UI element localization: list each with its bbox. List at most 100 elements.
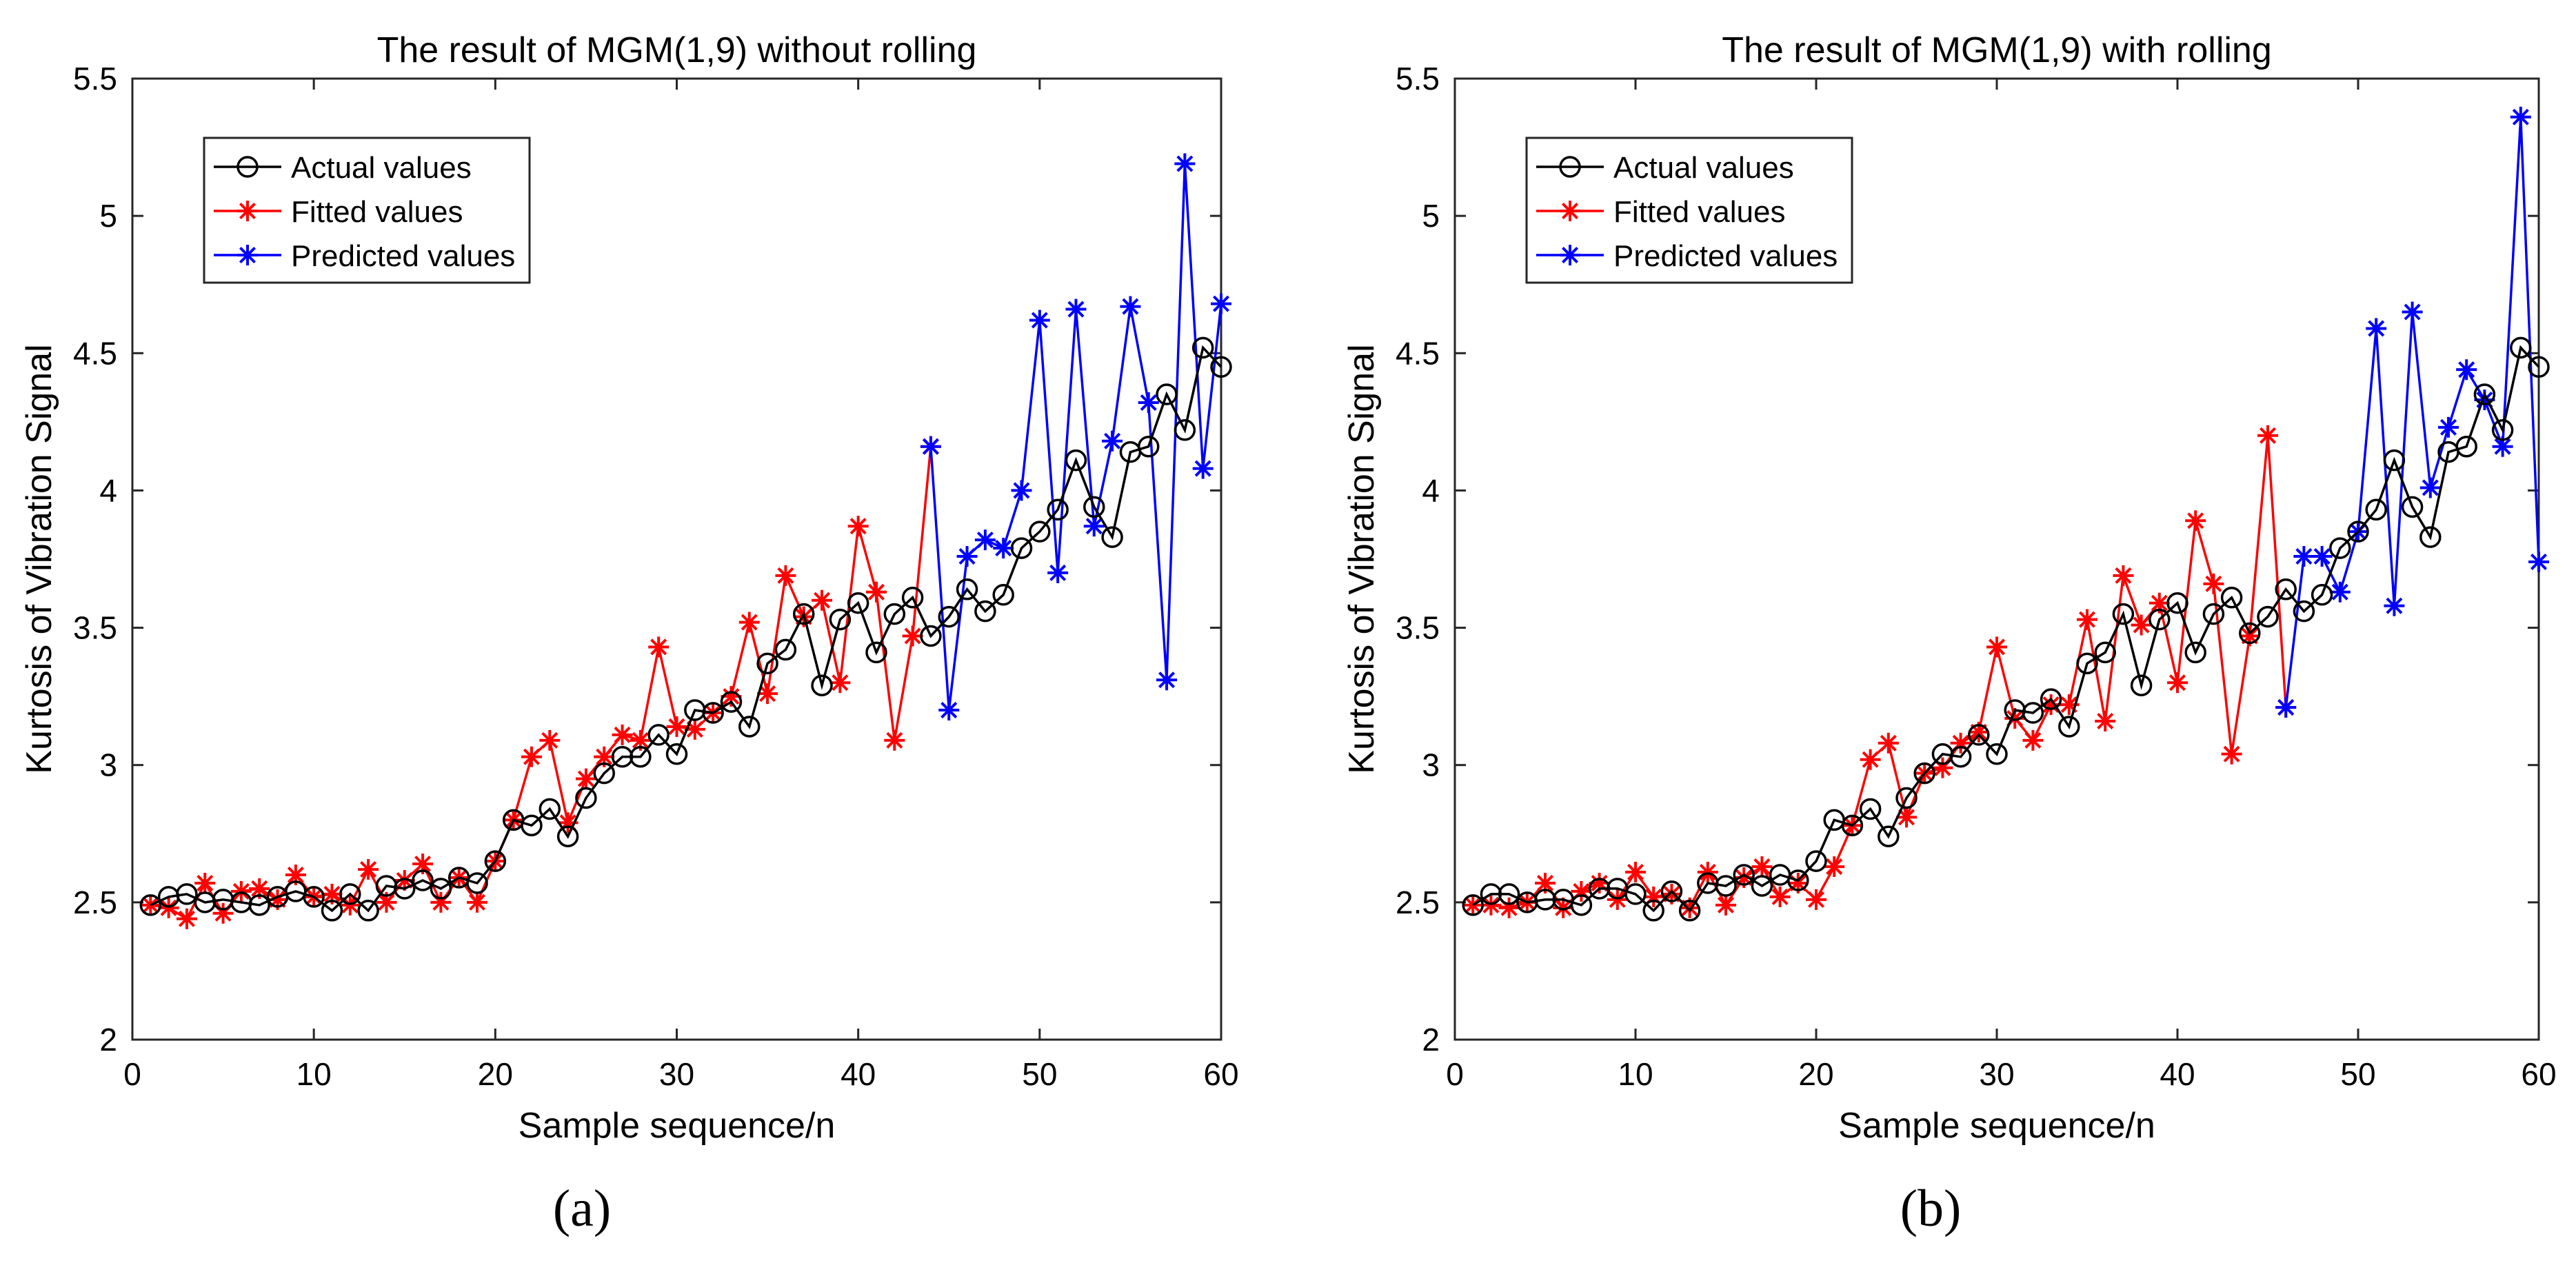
x-tick-label: 0 [1446,1056,1464,1092]
point-actual-values [1678,900,1701,922]
panel-caption-a: (a) [552,1180,612,1237]
legend: Actual values Fitted values Predicted valu… [1525,137,1853,284]
point-fitted-values [829,672,851,694]
point-actual-values [321,900,343,922]
point-actual-values [521,814,543,837]
point-actual-values [539,798,561,820]
point-fitted-values [339,894,361,916]
point-predicted-values [1174,153,1196,174]
point-fitted-values [158,897,179,918]
point-fitted-values [865,581,887,603]
point-fitted-values [1751,856,1773,878]
x-tick-label: 30 [1979,1056,2014,1092]
point-actual-values [2239,622,2261,645]
point-actual-values [1010,537,1033,559]
point-actual-values [176,883,198,905]
point-actual-values [1878,825,1900,848]
point-actual-values [2166,592,2188,614]
point-predicted-values [920,436,941,457]
point-actual-values [2419,526,2442,548]
point-actual-values [575,787,597,809]
point-fitted-values [1769,886,1791,907]
point-fitted-values [902,625,923,647]
point-fitted-values [2077,609,2097,630]
point-actual-values [1174,419,1196,441]
point-actual-values [394,878,416,900]
point-fitted-values [2203,573,2224,594]
x-tick-label: 10 [296,1056,332,1092]
point-actual-values [1715,875,1737,897]
point-actual-values [2510,336,2532,359]
point-actual-values [1895,787,1918,809]
point-actual-values [1805,850,1827,872]
point-actual-values [1986,743,2008,765]
point-actual-values [738,716,761,738]
point-actual-values [1498,883,1520,905]
point-predicted-values [1120,296,1141,317]
y-tick-label: 2.5 [73,885,117,920]
point-predicted-values [2293,546,2315,567]
point-actual-values [2184,641,2206,664]
point-actual-values [720,691,743,713]
point-predicted-values [1192,458,1214,479]
y-tick-label: 4 [1422,472,1440,508]
point-predicted-values [2329,581,2351,603]
y-tick-label: 5.5 [73,61,117,97]
point-actual-values [1029,521,1051,543]
point-actual-values [2329,537,2351,559]
point-actual-values [430,878,452,900]
point-fitted-values [2221,743,2242,765]
point-fitted-values [1824,856,1845,878]
point-actual-values [466,872,488,894]
point-actual-values [2365,498,2387,521]
point-actual-values [1949,746,1972,768]
point-actual-values [303,886,325,908]
point-fitted-values [1878,732,1899,754]
point-actual-values [1624,883,1647,905]
point-actual-values [901,587,924,609]
legend-marker-actual-values [1559,156,1581,178]
point-predicted-values [2456,359,2477,381]
point-actual-values [774,638,797,661]
point-fitted-values [847,516,869,537]
y-tick-label: 2 [99,1022,117,1058]
point-fitted-values [738,612,760,633]
y-tick-label: 5 [99,198,117,234]
point-predicted-values [2528,551,2549,572]
point-actual-values [1787,869,1809,891]
point-actual-values [2202,603,2225,625]
point-actual-values [829,608,852,631]
point-fitted-values [230,880,252,902]
point-fitted-values [1462,894,1484,916]
point-actual-values [1210,356,1232,378]
legend: Actual values Fitted values Predicted valu… [203,137,531,284]
point-actual-values [2473,383,2496,405]
point-actual-values [484,850,507,872]
point-actual-values [1588,878,1611,900]
y-axis-label: Kurtosis of Vibration Signal [1342,344,1382,774]
point-fitted-values [775,565,796,586]
point-fitted-values [1806,889,1827,910]
point-actual-values [938,605,960,628]
y-tick-label: 3 [1422,747,1440,783]
y-tick-label: 4.5 [73,335,117,371]
point-actual-values [248,894,270,916]
point-actual-values [357,900,379,922]
point-actual-values [2455,435,2477,458]
x-tick-label: 20 [478,1056,513,1092]
y-tick-label: 2 [1422,1022,1440,1058]
x-axis-label: Sample sequence/n [519,1106,836,1146]
point-actual-values [1191,336,1214,359]
point-actual-values [792,603,815,625]
point-fitted-values [2095,710,2116,731]
point-fitted-values [1607,889,1628,910]
y-tick-label: 5.5 [1396,61,1440,97]
x-tick-label: 40 [841,1056,876,1092]
point-fitted-values [1715,894,1736,916]
point-fitted-values [521,746,542,767]
point-fitted-values [2185,510,2206,532]
point-fitted-values [575,768,596,789]
point-actual-values [1047,498,1069,521]
y-tick-label: 2.5 [1396,885,1440,920]
point-fitted-values [612,724,633,745]
